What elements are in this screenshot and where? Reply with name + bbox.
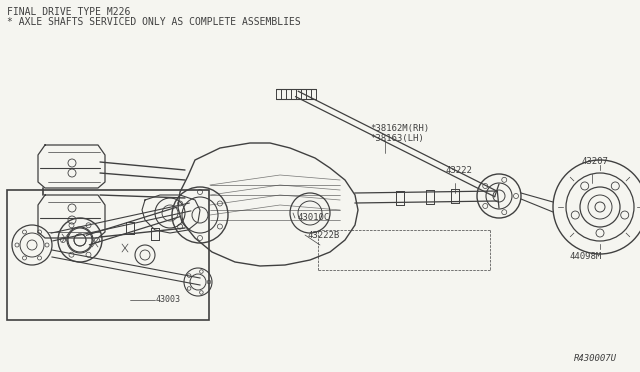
Bar — [7, 190, 209, 320]
Text: 44098M: 44098M — [569, 252, 601, 261]
Text: 43010C: 43010C — [298, 214, 330, 222]
Text: 43222B: 43222B — [308, 231, 340, 240]
Text: FINAL DRIVE TYPE M226: FINAL DRIVE TYPE M226 — [7, 7, 131, 17]
Text: * AXLE SHAFTS SERVICED ONLY AS COMPLETE ASSEMBLIES: * AXLE SHAFTS SERVICED ONLY AS COMPLETE … — [7, 17, 301, 27]
Text: R430007U: R430007U — [574, 354, 617, 363]
Text: *38163(LH): *38163(LH) — [370, 134, 424, 143]
Text: *38162M(RH): *38162M(RH) — [370, 124, 429, 133]
Text: 43222: 43222 — [445, 166, 472, 175]
Text: 43003: 43003 — [156, 295, 181, 305]
Text: 43207: 43207 — [581, 157, 608, 166]
